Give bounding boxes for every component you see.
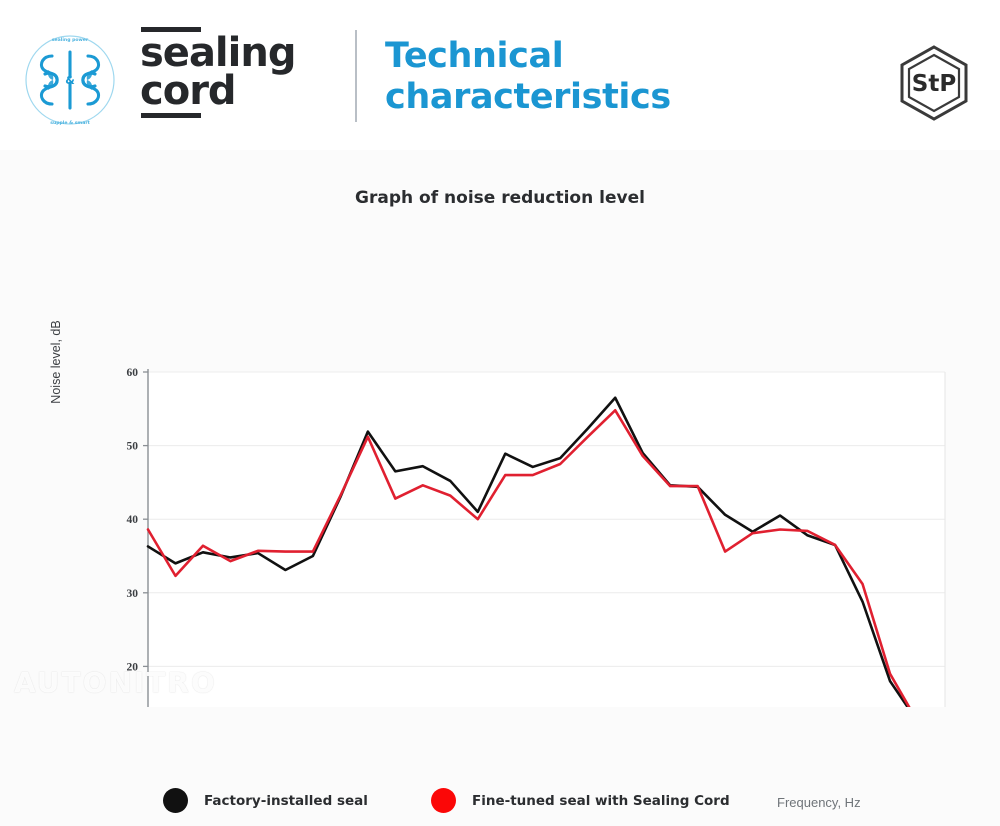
y-tick-label: 60 (127, 367, 139, 379)
brand-name-line2: cord (140, 68, 237, 114)
brand-name-line1: sealing (140, 30, 296, 76)
wordmark-bottom-rule (141, 113, 201, 118)
plot-area: 1020304050602531,54050638010012516020025… (0, 150, 1000, 707)
y-tick-label: 20 (127, 661, 139, 673)
noise-reduction-line-chart: 1020304050602531,54050638010012516020025… (127, 367, 946, 707)
stp-logo-text: StP (912, 71, 956, 97)
emblem-center-text: & (65, 74, 75, 87)
wordmark-top-rule (141, 27, 201, 32)
legend-item-sealing-cord: Fine-tuned seal with Sealing Cord (431, 788, 730, 813)
slide-header: & supple & smart sealing power sealing c… (0, 0, 1000, 150)
header-title-line2: characteristics (385, 77, 671, 117)
emblem-ring-top-text: sealing power (52, 37, 89, 43)
legend-label-sealing-cord: Fine-tuned seal with Sealing Cord (472, 792, 730, 809)
header-divider (355, 30, 357, 122)
brand-wordmark: sealing cord (140, 27, 296, 118)
plot-background (148, 372, 945, 707)
stp-logo-icon: StP (898, 44, 970, 122)
chart-card: Graph of noise reduction level Noise lev… (0, 150, 1000, 813)
y-tick-label: 50 (127, 441, 139, 453)
sealing-cord-emblem-icon: & supple & smart sealing power (22, 32, 118, 128)
legend-item-factory-seal: Factory-installed seal (163, 788, 368, 813)
y-tick-label: 40 (127, 514, 139, 526)
series-line-fine-tuned-seal-with-sealing-cord (146, 408, 911, 707)
series-line-factory-installed-seal (146, 396, 910, 707)
y-tick-label: 30 (127, 588, 139, 600)
header-title-line1: Technical (385, 36, 564, 76)
chart-legend: Factory-installed seal Fine-tuned seal w… (0, 778, 1000, 826)
emblem-ring-bottom-text: supple & smart (50, 120, 90, 126)
x-axis-label: Frequency, Hz (777, 795, 861, 810)
chart-title: Graph of noise reduction level (355, 188, 645, 208)
header-title: Technical characteristics (385, 36, 671, 118)
legend-swatch-factory-seal (163, 788, 188, 813)
legend-swatch-sealing-cord (431, 788, 456, 813)
legend-label-factory-seal: Factory-installed seal (204, 792, 368, 809)
